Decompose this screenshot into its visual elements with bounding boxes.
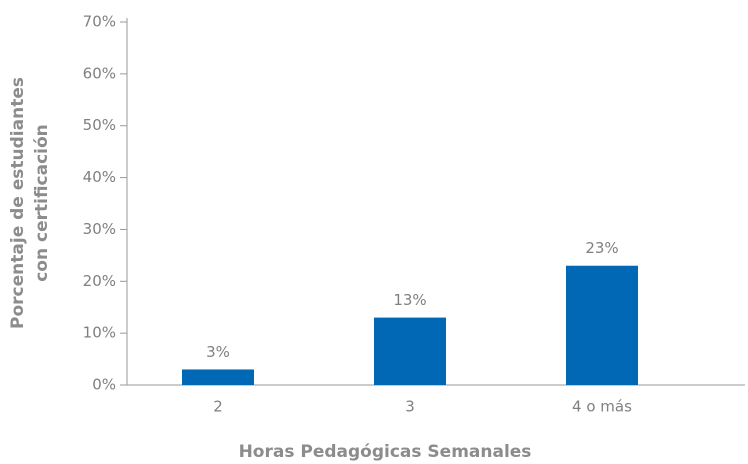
y-tick-label: 40% <box>83 168 116 186</box>
y-tick-label: 70% <box>83 13 116 31</box>
y-tick-label: 20% <box>83 272 116 290</box>
y-tick-label: 30% <box>83 220 116 238</box>
y-tick-label: 0% <box>92 376 116 394</box>
data-label: 3% <box>206 343 230 361</box>
y-tick-label: 50% <box>83 116 116 134</box>
y-axis-title-line: con certificación <box>32 124 52 282</box>
data-label: 23% <box>585 239 618 257</box>
y-axis-title: Porcentaje de estudiantes con certificac… <box>8 77 52 329</box>
bar <box>182 369 254 385</box>
x-tick-label: 3 <box>405 398 415 416</box>
x-axis-title: Horas Pedagógicas Semanales <box>239 442 532 462</box>
x-tick-label: 4 o más <box>572 398 632 416</box>
y-tick-label: 10% <box>83 324 116 342</box>
bar <box>566 265 638 385</box>
data-label: 13% <box>393 291 426 309</box>
x-tick-label: 2 <box>213 398 223 416</box>
y-axis-title-line: Porcentaje de estudiantes <box>8 77 28 329</box>
bar <box>374 317 446 385</box>
y-tick-label: 60% <box>83 64 116 82</box>
